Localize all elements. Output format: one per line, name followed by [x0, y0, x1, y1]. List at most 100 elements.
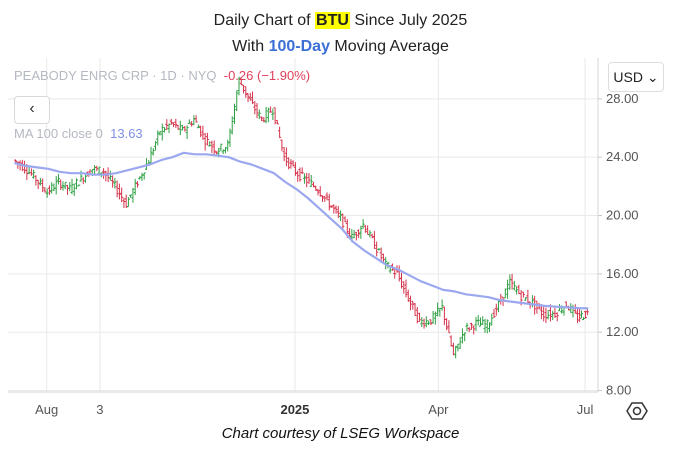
y-tick-label: 24.00	[606, 149, 639, 164]
price-bar	[163, 127, 167, 133]
x-tick-label: Jul	[577, 402, 594, 417]
price-bar	[555, 312, 559, 322]
price-bar	[415, 307, 419, 324]
price-bar	[469, 322, 473, 330]
price-bar	[357, 229, 361, 238]
price-bar	[221, 149, 225, 154]
price-bar	[460, 328, 464, 344]
price-bar	[463, 332, 467, 342]
y-tick-label: 8.00	[606, 383, 631, 398]
price-bar	[422, 318, 426, 329]
price-bar	[546, 309, 550, 320]
currency-label: USD	[613, 69, 643, 85]
price-bar	[445, 318, 449, 331]
price-bar	[348, 228, 352, 238]
price-bar	[488, 322, 492, 333]
title-prefix: Daily Chart of	[213, 12, 316, 29]
price-bar	[366, 225, 370, 235]
price-bar	[309, 174, 313, 188]
price-bar	[266, 107, 270, 123]
price-bar	[50, 182, 54, 194]
chart-grid	[8, 58, 598, 392]
back-button[interactable]: ‹	[14, 96, 50, 124]
price-bar	[336, 205, 340, 219]
price-bar	[244, 86, 248, 98]
price-bar	[72, 183, 76, 196]
price-bar	[260, 116, 264, 122]
price-bar	[108, 170, 112, 181]
price-bar	[368, 230, 372, 238]
price-bar	[273, 107, 277, 125]
price-bar	[483, 318, 487, 333]
price-bar	[472, 325, 476, 335]
subtitle-prefix: With	[232, 38, 269, 55]
price-bar	[291, 160, 295, 167]
price-bar	[214, 151, 218, 155]
price-bar	[402, 281, 406, 294]
price-bar	[95, 165, 99, 172]
settings-icon[interactable]	[626, 400, 648, 422]
price-bar	[65, 185, 69, 195]
title-suffix: Since July 2025	[349, 12, 468, 29]
price-bar	[508, 274, 512, 291]
price-bar	[174, 118, 178, 128]
price-bar	[84, 174, 88, 183]
price-bar	[201, 125, 205, 140]
price-bar	[424, 316, 428, 328]
price-bar	[359, 225, 363, 239]
price-bar	[269, 106, 273, 113]
price-bar	[63, 181, 67, 190]
price-bar	[194, 115, 198, 123]
price-bar	[199, 125, 203, 138]
price-bar	[512, 280, 516, 291]
price-bar	[257, 109, 261, 120]
price-bar	[544, 307, 548, 323]
subtitle-suffix: Moving Average	[329, 38, 449, 55]
price-bar	[262, 116, 266, 123]
price-bar	[535, 300, 539, 314]
price-bar	[539, 304, 543, 320]
price-bar	[122, 197, 126, 208]
price-bar	[196, 124, 200, 129]
price-bar	[117, 183, 121, 200]
price-bar	[138, 176, 142, 180]
price-bar	[56, 173, 60, 185]
price-bar	[515, 286, 519, 295]
x-tick-label: Apr	[428, 402, 449, 417]
price-bar	[300, 167, 304, 175]
price-bar	[129, 194, 133, 199]
price-bar	[339, 210, 343, 222]
price-bar	[325, 192, 329, 201]
price-bar	[251, 91, 255, 105]
currency-select[interactable]: USD ⌄	[608, 62, 664, 92]
price-bar	[115, 180, 119, 198]
price-bar	[413, 303, 417, 316]
price-bar	[503, 288, 507, 299]
price-bar	[205, 132, 209, 146]
price-bar	[235, 90, 239, 112]
price-bar	[208, 141, 212, 147]
price-bar	[433, 311, 437, 325]
price-bar	[497, 299, 501, 313]
price-bar	[113, 177, 117, 189]
price-bar	[210, 140, 214, 154]
ma-legend: MA 100 close 0 13.63	[14, 126, 143, 141]
price-bar	[237, 76, 241, 96]
chevron-left-icon: ‹	[29, 100, 35, 117]
price-bar	[126, 197, 130, 207]
price-bar	[370, 233, 374, 239]
price-bar	[158, 131, 162, 136]
price-bar	[526, 289, 530, 304]
price-bar	[318, 186, 322, 197]
price-bar	[409, 295, 413, 311]
price-bar	[23, 160, 27, 174]
x-tick-label: 3	[96, 402, 103, 417]
price-bar	[524, 297, 528, 301]
price-bar	[75, 178, 79, 190]
price-bar	[440, 299, 444, 311]
price-bar	[506, 279, 510, 299]
price-bar	[580, 310, 584, 319]
price-bar	[167, 123, 171, 134]
price-bar	[490, 313, 494, 326]
